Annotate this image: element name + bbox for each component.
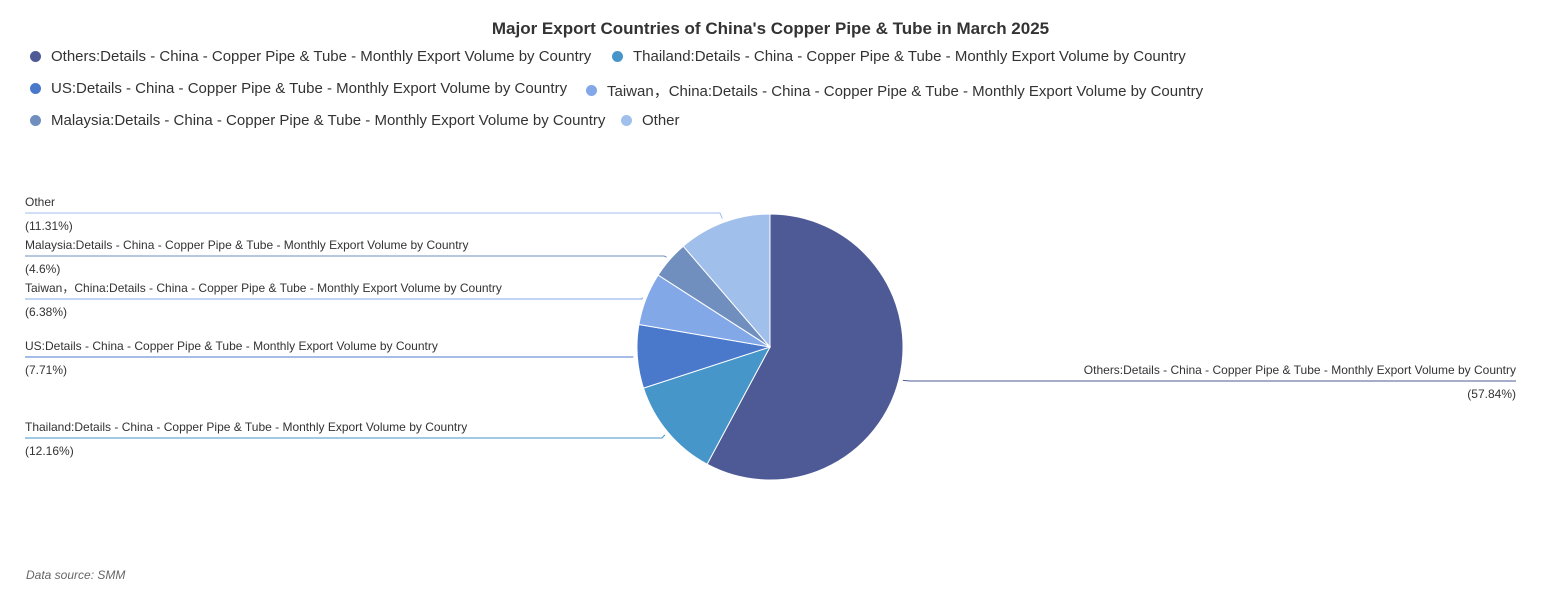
legend-label: Other <box>642 112 680 129</box>
legend-marker-icon <box>30 115 41 126</box>
legend-label: Malaysia:Details - China - Copper Pipe &… <box>51 112 606 129</box>
legend-label: Thailand:Details - China - Copper Pipe &… <box>633 48 1186 65</box>
pie-slice[interactable] <box>642 346 772 465</box>
legend-label: Others:Details - China - Copper Pipe & T… <box>51 48 592 65</box>
pie-slice-name-label: Other <box>25 195 55 209</box>
data-source-note: Data source: SMM <box>26 568 126 582</box>
pie-slice[interactable] <box>706 213 904 481</box>
legend-item-other[interactable]: Other <box>621 112 680 129</box>
legend-marker-icon <box>30 83 41 94</box>
chart-title: Major Export Countries of China's Copper… <box>491 19 1050 38</box>
pie-slice-percent-label: (57.84%) <box>1467 387 1516 401</box>
pie-slice[interactable] <box>682 213 771 349</box>
pie-leader-line <box>25 434 666 439</box>
pie-slice-name-label: Malaysia:Details - China - Copper Pipe &… <box>25 238 469 252</box>
legend-label: US:Details - China - Copper Pipe & Tube … <box>51 80 568 97</box>
legend-item-others[interactable]: Others:Details - China - Copper Pipe & T… <box>30 48 591 65</box>
legend-marker-icon <box>586 85 597 96</box>
pie-leader-line <box>25 297 643 300</box>
pie-leader-line <box>25 212 723 219</box>
pie-slice-percent-label: (6.38%) <box>25 305 67 319</box>
pie-slice-name-label: US:Details - China - Copper Pipe & Tube … <box>25 339 438 353</box>
pie-leader-line <box>902 379 1516 382</box>
legend-marker-icon <box>30 51 41 62</box>
legend-item-malaysia[interactable]: Malaysia:Details - China - Copper Pipe &… <box>30 112 605 129</box>
pie-slice-percent-label: (4.6%) <box>25 262 60 276</box>
pie-leader-line <box>25 255 667 258</box>
legend-label: Taiwan，China:Details - China - Copper Pi… <box>607 83 1204 100</box>
pie-slice-name-label: Taiwan，China:Details - China - Copper Pi… <box>25 281 502 295</box>
pie-slice-name-label: Thailand:Details - China - Copper Pipe &… <box>25 420 467 434</box>
legend-item-taiwan[interactable]: Taiwan，China:Details - China - Copper Pi… <box>586 80 1203 101</box>
pie-slice-percent-label: (11.31%) <box>25 219 73 233</box>
legend-marker-icon <box>612 51 623 62</box>
pie-slice-percent-label: (7.71%) <box>25 363 67 377</box>
legend-marker-icon <box>621 115 632 126</box>
pie-slice-percent-label: (12.16%) <box>25 444 74 458</box>
pie-slice-name-label: Others:Details - China - Copper Pipe & T… <box>1084 363 1516 377</box>
legend-item-us[interactable]: US:Details - China - Copper Pipe & Tube … <box>30 80 567 97</box>
legend-item-thailand[interactable]: Thailand:Details - China - Copper Pipe &… <box>612 48 1186 65</box>
